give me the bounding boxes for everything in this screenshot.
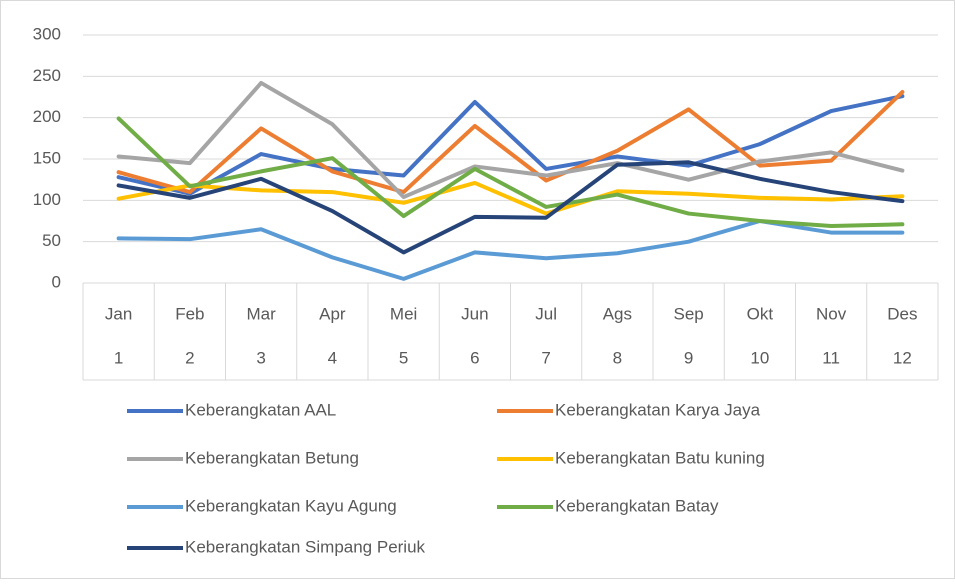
series-line xyxy=(116,90,905,195)
x-tick-label: Nov xyxy=(816,304,847,323)
y-tick-label: 0 xyxy=(52,272,61,291)
series-line xyxy=(116,116,905,228)
x-tick-number: 11 xyxy=(822,348,840,367)
legend-label: Keberangkatan Batay xyxy=(555,496,719,515)
series-line xyxy=(116,160,905,255)
legend-label: Keberangkatan Kayu Agung xyxy=(185,496,397,515)
series-line xyxy=(116,180,905,216)
x-tick-number: 12 xyxy=(893,348,912,367)
y-tick-label: 50 xyxy=(42,231,61,250)
x-tick-label: Jul xyxy=(535,304,557,323)
y-tick-label: 100 xyxy=(33,190,61,209)
series-line xyxy=(116,94,905,196)
x-tick-label: Jan xyxy=(105,304,132,323)
x-tick-number: 7 xyxy=(541,348,550,367)
x-tick-number: 4 xyxy=(328,348,337,367)
x-tick-label: Okt xyxy=(747,304,774,323)
y-tick-label: 200 xyxy=(33,107,61,126)
series-line xyxy=(116,80,905,200)
x-tick-label: Mar xyxy=(246,304,276,323)
x-tick-label: Jun xyxy=(461,304,488,323)
x-tick-number: 8 xyxy=(613,348,622,367)
y-tick-label: 250 xyxy=(33,66,61,85)
x-tick-label: Des xyxy=(887,304,917,323)
x-tick-number: 3 xyxy=(256,348,265,367)
legend-label: Keberangkatan Simpang Periuk xyxy=(185,537,426,556)
x-tick-number: 5 xyxy=(399,348,408,367)
legend-label: Keberangkatan Batu kuning xyxy=(555,448,765,467)
x-tick-number: 10 xyxy=(750,348,769,367)
x-tick-number: 1 xyxy=(114,348,123,367)
x-tick-number: 2 xyxy=(185,348,194,367)
x-tick-number: 9 xyxy=(684,348,693,367)
legend-label: Keberangkatan Karya Jaya xyxy=(555,400,761,419)
x-tick-number: 6 xyxy=(470,348,479,367)
legend-label: Keberangkatan Betung xyxy=(185,448,359,467)
x-tick-label: Feb xyxy=(175,304,204,323)
x-tick-label: Sep xyxy=(674,304,704,323)
y-tick-label: 300 xyxy=(33,24,61,43)
legend-label: Keberangkatan AAL xyxy=(185,400,336,419)
x-tick-label: Mei xyxy=(390,304,417,323)
x-tick-label: Apr xyxy=(319,304,346,323)
y-tick-label: 150 xyxy=(33,148,61,167)
x-tick-label: Ags xyxy=(603,304,632,323)
